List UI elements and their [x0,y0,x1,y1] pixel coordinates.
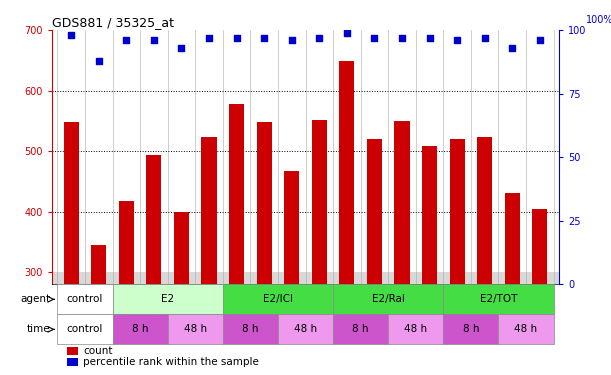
Bar [52,272,559,284]
Bar [223,284,333,314]
Bar [333,314,388,344]
Y-axis label: 100%: 100% [586,15,611,25]
Point [177,45,186,51]
Point [342,30,352,36]
Point [315,34,324,40]
Point [94,57,104,63]
Point [259,34,269,40]
Text: E2: E2 [161,294,174,304]
Bar [112,284,223,314]
Bar [450,139,465,284]
Text: 48 h: 48 h [404,324,427,334]
Bar [167,314,223,344]
Bar [284,171,299,284]
Text: agent: agent [20,294,51,304]
Bar [367,139,382,284]
Bar [119,201,134,284]
Bar [174,211,189,284]
Bar [146,155,161,284]
Bar [532,209,547,284]
Text: count: count [83,346,113,356]
Point [370,34,379,40]
Text: time: time [27,324,51,334]
Point [452,37,462,43]
Point [149,37,159,43]
Bar [91,245,106,284]
Bar [422,146,437,284]
Point [204,34,214,40]
Bar [505,194,520,284]
Text: 8 h: 8 h [132,324,148,334]
Text: GDS881 / 35325_at: GDS881 / 35325_at [52,16,174,29]
Bar [477,137,492,284]
Point [287,37,296,43]
Bar [57,314,112,344]
Bar [67,357,78,366]
Point [67,32,76,38]
Text: 8 h: 8 h [463,324,479,334]
Bar [394,121,409,284]
Point [535,37,544,43]
Text: E2/TOT: E2/TOT [480,294,517,304]
Point [232,34,241,40]
Bar [444,284,554,314]
Text: 48 h: 48 h [514,324,538,334]
Bar [444,314,499,344]
Point [122,37,131,43]
Text: control: control [67,324,103,334]
Bar [67,347,78,355]
Text: 8 h: 8 h [242,324,258,334]
Bar [64,122,79,284]
Text: 48 h: 48 h [184,324,207,334]
Bar [312,120,327,284]
Text: E2/ICI: E2/ICI [263,294,293,304]
Bar [278,314,333,344]
Point [480,34,489,40]
Bar [257,122,272,284]
Bar [202,137,217,284]
Text: 8 h: 8 h [353,324,369,334]
Bar [333,284,444,314]
Text: E2/Ral: E2/Ral [371,294,404,304]
Bar [57,284,112,314]
Bar [112,314,167,344]
Text: control: control [67,294,103,304]
Text: percentile rank within the sample: percentile rank within the sample [83,357,259,367]
Point [507,45,517,51]
Bar [339,62,354,284]
Point [397,34,407,40]
Point [425,34,434,40]
Bar [229,104,244,284]
Bar [499,314,554,344]
Text: 48 h: 48 h [294,324,317,334]
Bar [223,314,278,344]
Bar [388,314,444,344]
